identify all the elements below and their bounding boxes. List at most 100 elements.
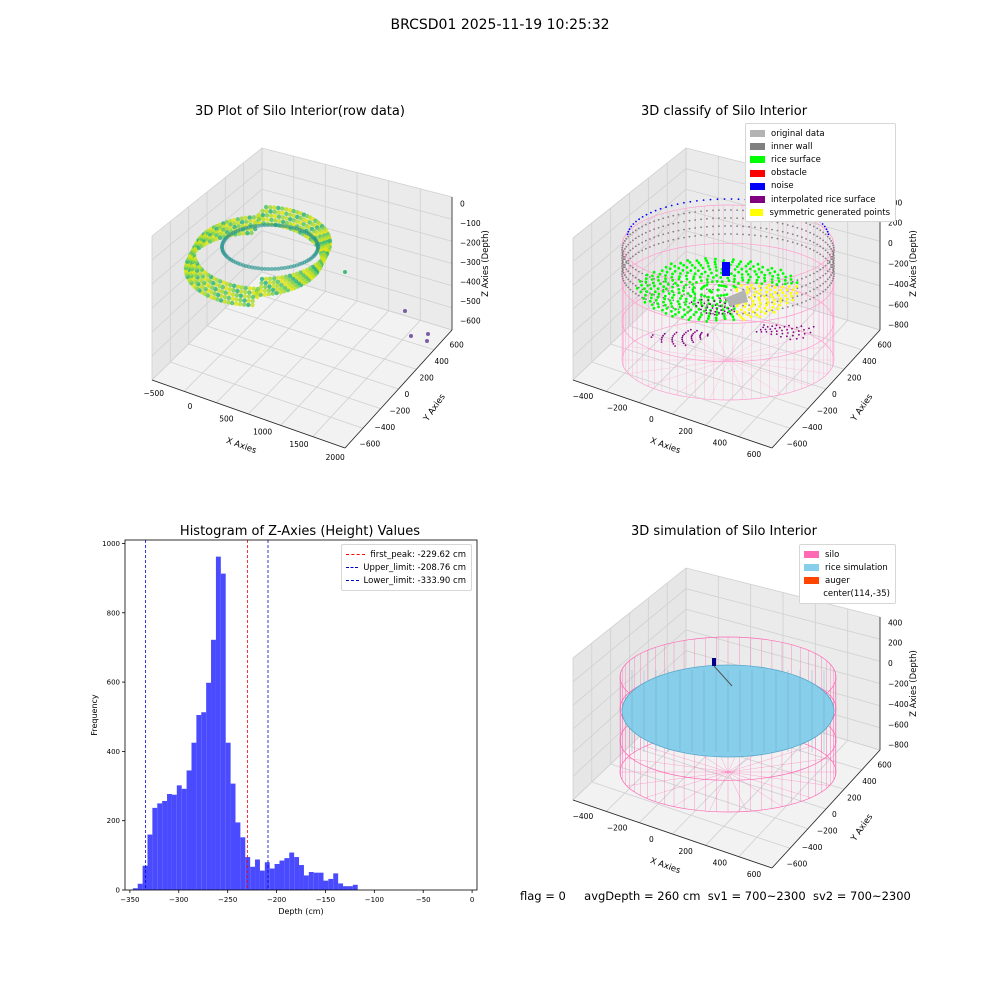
silo-spoke [727, 320, 747, 361]
interpolated-point [705, 309, 707, 311]
grid-line [685, 148, 881, 331]
inner-wall-point [828, 261, 831, 264]
rice-surface-point [699, 263, 703, 267]
data-point [281, 289, 287, 294]
inner-wall-point [832, 252, 835, 255]
x-tick-label: −100 [365, 896, 384, 904]
silo-spoke [645, 771, 729, 798]
rice-surface-point [764, 312, 767, 315]
legend-label: silo [825, 549, 840, 560]
inner-wall-point [632, 239, 634, 242]
noise-point [823, 225, 826, 228]
raw-point-cloud [183, 204, 430, 343]
rice-surface-point [635, 286, 639, 290]
rice-surface-point [691, 288, 695, 291]
rice-surface-point [697, 307, 701, 311]
rice-surface-point [760, 270, 763, 274]
interpolated-point [719, 305, 722, 308]
rice-surface-point [690, 263, 694, 267]
rice-surface-point [652, 270, 656, 274]
legend-swatch [804, 590, 818, 598]
rice-surface-point [693, 296, 697, 300]
rice-surface-point [692, 275, 696, 279]
histogram-bar [181, 788, 187, 890]
data-point [263, 204, 269, 210]
rice-surface-point [702, 284, 706, 288]
histogram-bar [264, 862, 270, 890]
data-point [266, 292, 271, 297]
inner-wall-point [700, 311, 702, 314]
inner-wall-point [791, 241, 794, 244]
inner-wall-point [629, 264, 632, 267]
rice-surface-point [740, 273, 744, 276]
histogram-bar [279, 860, 285, 890]
inner-wall-point [742, 225, 744, 228]
inner-wall-point [683, 236, 685, 239]
z-axis-label: Z Axies (Depth) [909, 650, 919, 717]
rice-surface-point [651, 274, 654, 278]
rice-surface-point [719, 299, 722, 303]
flag-text: flag = 0 [520, 889, 566, 903]
rice-surface-point [692, 277, 695, 281]
inner-wall-point [816, 270, 819, 273]
inner-wall-point [667, 232, 670, 234]
rice-surface-point [785, 288, 789, 292]
inner-wall-point [657, 226, 660, 229]
histogram-bars [132, 556, 358, 890]
rice-surface-point [695, 259, 699, 262]
rice-surface-point [661, 308, 664, 312]
inner-wall-point [812, 241, 815, 244]
data-point [276, 223, 281, 228]
rice-surface-point [686, 259, 690, 262]
interpolated-point [720, 309, 722, 311]
rice-surface-point [740, 308, 743, 312]
rice-surface-point [653, 284, 656, 288]
data-point [273, 223, 277, 228]
legend-entry: original data [750, 127, 890, 140]
inner-wall-point [645, 247, 647, 250]
interpolated-point [781, 329, 783, 332]
inner-wall-point [826, 262, 829, 265]
interpolated-point [672, 343, 675, 345]
inner-wall-point [736, 313, 738, 315]
legend-label: rice surface [771, 154, 821, 165]
interpolated-point [788, 324, 790, 327]
inner-wall-point [621, 275, 624, 278]
rice-surface-point [663, 297, 667, 301]
data-point [216, 288, 221, 293]
inner-wall-point [776, 229, 779, 232]
rice-surface-point [758, 292, 762, 295]
x-tick-label: −300 [169, 896, 188, 904]
inner-wall-point [796, 242, 799, 245]
data-point [256, 212, 261, 218]
rice-surface-point [749, 296, 752, 300]
inner-wall-point [653, 244, 655, 247]
rice-surface-point [737, 313, 741, 317]
interpolated-point [723, 306, 726, 309]
rice-surface-point [759, 301, 762, 305]
inner-wall-point [667, 240, 670, 242]
data-point [298, 211, 303, 216]
rice-surface-point [717, 284, 721, 287]
inner-wall-point [824, 264, 827, 267]
inner-wall-point [621, 249, 623, 251]
data-point [228, 222, 233, 227]
rice-surface-point [731, 260, 734, 264]
rice-surface-point [652, 306, 656, 310]
interpolated-point [706, 334, 709, 337]
interpolated-point [771, 325, 774, 328]
interpolated-point [797, 330, 800, 332]
histogram-bar [299, 865, 304, 890]
inner-wall-point [649, 292, 651, 294]
rice-surface-point [732, 318, 736, 322]
y-tick-label: 400 [862, 357, 877, 366]
data-point [269, 267, 274, 271]
rice-surface-point [640, 283, 643, 287]
interpolated-point [701, 305, 703, 308]
inner-wall-point [629, 257, 632, 260]
interpolated-point [795, 337, 798, 340]
z-tick-label: −200 [888, 680, 909, 689]
histogram-bar [284, 858, 290, 890]
inner-wall-point [634, 284, 637, 287]
x-tick-label: 600 [747, 870, 762, 879]
